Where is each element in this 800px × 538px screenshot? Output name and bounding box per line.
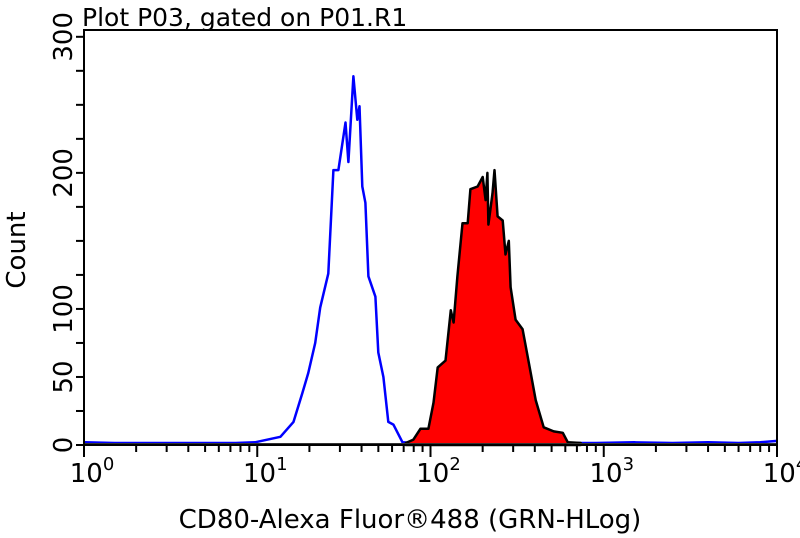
x-axis-label: CD80-Alexa Fluor®488 (GRN-HLog) [179,505,642,535]
x-tick-label: 102 [416,454,461,489]
y-tick-label: 100 [49,284,79,334]
x-tick-exponent: 2 [449,454,460,475]
x-tick-label: 101 [243,454,288,489]
y-tick-label: 200 [49,148,79,198]
x-tick-label: 104 [763,454,800,489]
y-tick-label: 0 [49,437,79,454]
x-tick-exponent: 0 [103,454,114,475]
x-tick-base: 10 [589,459,622,489]
chart-title: Plot P03, gated on P01.R1 [82,3,407,32]
y-tick-label: 300 [49,12,79,62]
x-tick-exponent: 3 [623,454,634,475]
x-tick-base: 10 [763,459,796,489]
x-tick-base: 10 [70,459,103,489]
series-CD80-area [404,168,582,447]
y-axis-label: Count [2,211,32,288]
x-tick-exponent: 1 [276,454,287,475]
series-isotype-control-line [83,75,778,445]
x-tick-label: 100 [70,454,115,489]
x-tick-base: 10 [243,459,276,489]
x-tick-base: 10 [416,459,449,489]
x-tick-exponent: 4 [796,454,800,475]
plot-frame [83,29,778,446]
y-tick-label: 50 [49,360,79,393]
x-tick-label: 103 [589,454,634,489]
